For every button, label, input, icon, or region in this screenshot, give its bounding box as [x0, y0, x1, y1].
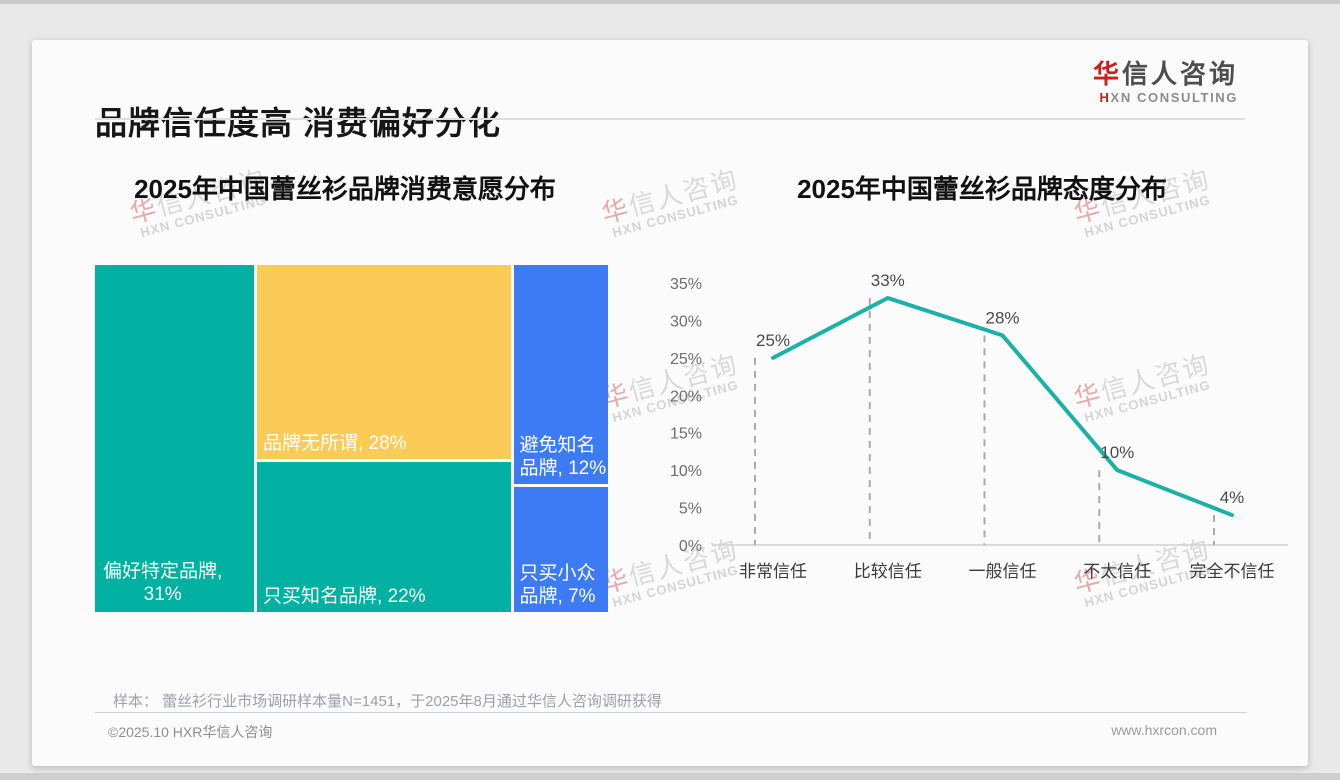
- treemap-block-label: 偏好特定品牌, 31%: [103, 561, 223, 605]
- x-axis-label: 完全不信任: [1190, 562, 1275, 581]
- treemap-block-label: 只买知名品牌, 22%: [263, 585, 426, 607]
- report-card: 华信人咨询 HXN CONSULTING 华信人咨询 HXN CONSULTING 华信…: [32, 40, 1308, 766]
- logo-en-accent-char: H: [1099, 89, 1111, 105]
- y-axis-tick-label: 15%: [670, 426, 702, 443]
- logo-accent-char: 华: [1092, 59, 1122, 89]
- treemap-block-label: 避免知名 品牌, 12%: [519, 435, 607, 480]
- y-axis-tick-label: 20%: [670, 388, 702, 405]
- y-axis-tick-label: 35%: [670, 276, 702, 293]
- brand-logo-cn: 华信人咨询: [1092, 59, 1238, 90]
- y-axis-tick-label: 0%: [679, 538, 702, 555]
- copyright-text: ©2025.10 HXR华信人咨询: [108, 724, 273, 740]
- website-url: www.hxrcon.com: [1111, 722, 1217, 738]
- treemap-block-label: 只买小众 品牌, 7%: [519, 562, 596, 607]
- line-chart: 0% 5% 10% 15% 20% 25% 30% 35% 25% 33% 28% 10% 4% 非常信任…: [670, 271, 1288, 581]
- page-title: 品牌信任度高 消费偏好分化: [95, 105, 501, 141]
- brand-logo-en: HXN CONSULTING: [1093, 89, 1238, 106]
- logo-cn-rest: 信人咨询: [1121, 59, 1238, 89]
- trend-line: [771, 295, 1234, 518]
- treemap-block-4: 只买小众 品牌, 7%: [513, 487, 608, 612]
- x-axis-label: 一般信任: [969, 562, 1037, 581]
- logo-en-rest: XN CONSULTING: [1110, 89, 1238, 105]
- treemap-chart: 偏好特定品牌, 31% 品牌无所谓, 28% 只买知名品牌, 22% 避免知名 品牌, 1…: [95, 265, 608, 612]
- point-label: 33%: [871, 271, 905, 290]
- treemap-block-1: 品牌无所谓, 28%: [257, 265, 511, 460]
- line-chart-title: 2025年中国蕾丝衫品牌态度分布: [797, 174, 1167, 204]
- x-axis-label: 非常信任: [739, 562, 807, 581]
- treemap-block-2: 只买知名品牌, 22%: [257, 462, 511, 612]
- footer-divider: [95, 712, 1247, 713]
- sample-note: 样本： 蕾丝衫行业市场调研样本量N=1451，于2025年8月通过华信人咨询调研…: [113, 693, 662, 710]
- treemap-block-label: 品牌无所谓, 28%: [263, 433, 407, 455]
- y-axis-tick-label: 10%: [670, 463, 702, 480]
- x-axis-label: 比较信任: [854, 562, 922, 581]
- brand-logo: 华信人咨询 HXN CONSULTING: [1092, 59, 1238, 106]
- x-axis-label: 不太信任: [1083, 562, 1151, 581]
- point-label: 10%: [1100, 443, 1134, 462]
- y-axis-tick-label: 30%: [670, 313, 702, 330]
- header-divider: [95, 118, 1245, 120]
- treemap-block-0: 偏好特定品牌, 31%: [95, 265, 255, 612]
- point-label: 4%: [1220, 488, 1245, 507]
- y-axis-tick-label: 25%: [670, 351, 702, 368]
- point-label: 28%: [985, 308, 1019, 327]
- treemap-title: 2025年中国蕾丝衫品牌消费意愿分布: [134, 174, 556, 204]
- point-label: 25%: [756, 331, 790, 350]
- treemap-block-3: 避免知名 品牌, 12%: [513, 265, 608, 485]
- y-axis-tick-label: 5%: [679, 501, 702, 518]
